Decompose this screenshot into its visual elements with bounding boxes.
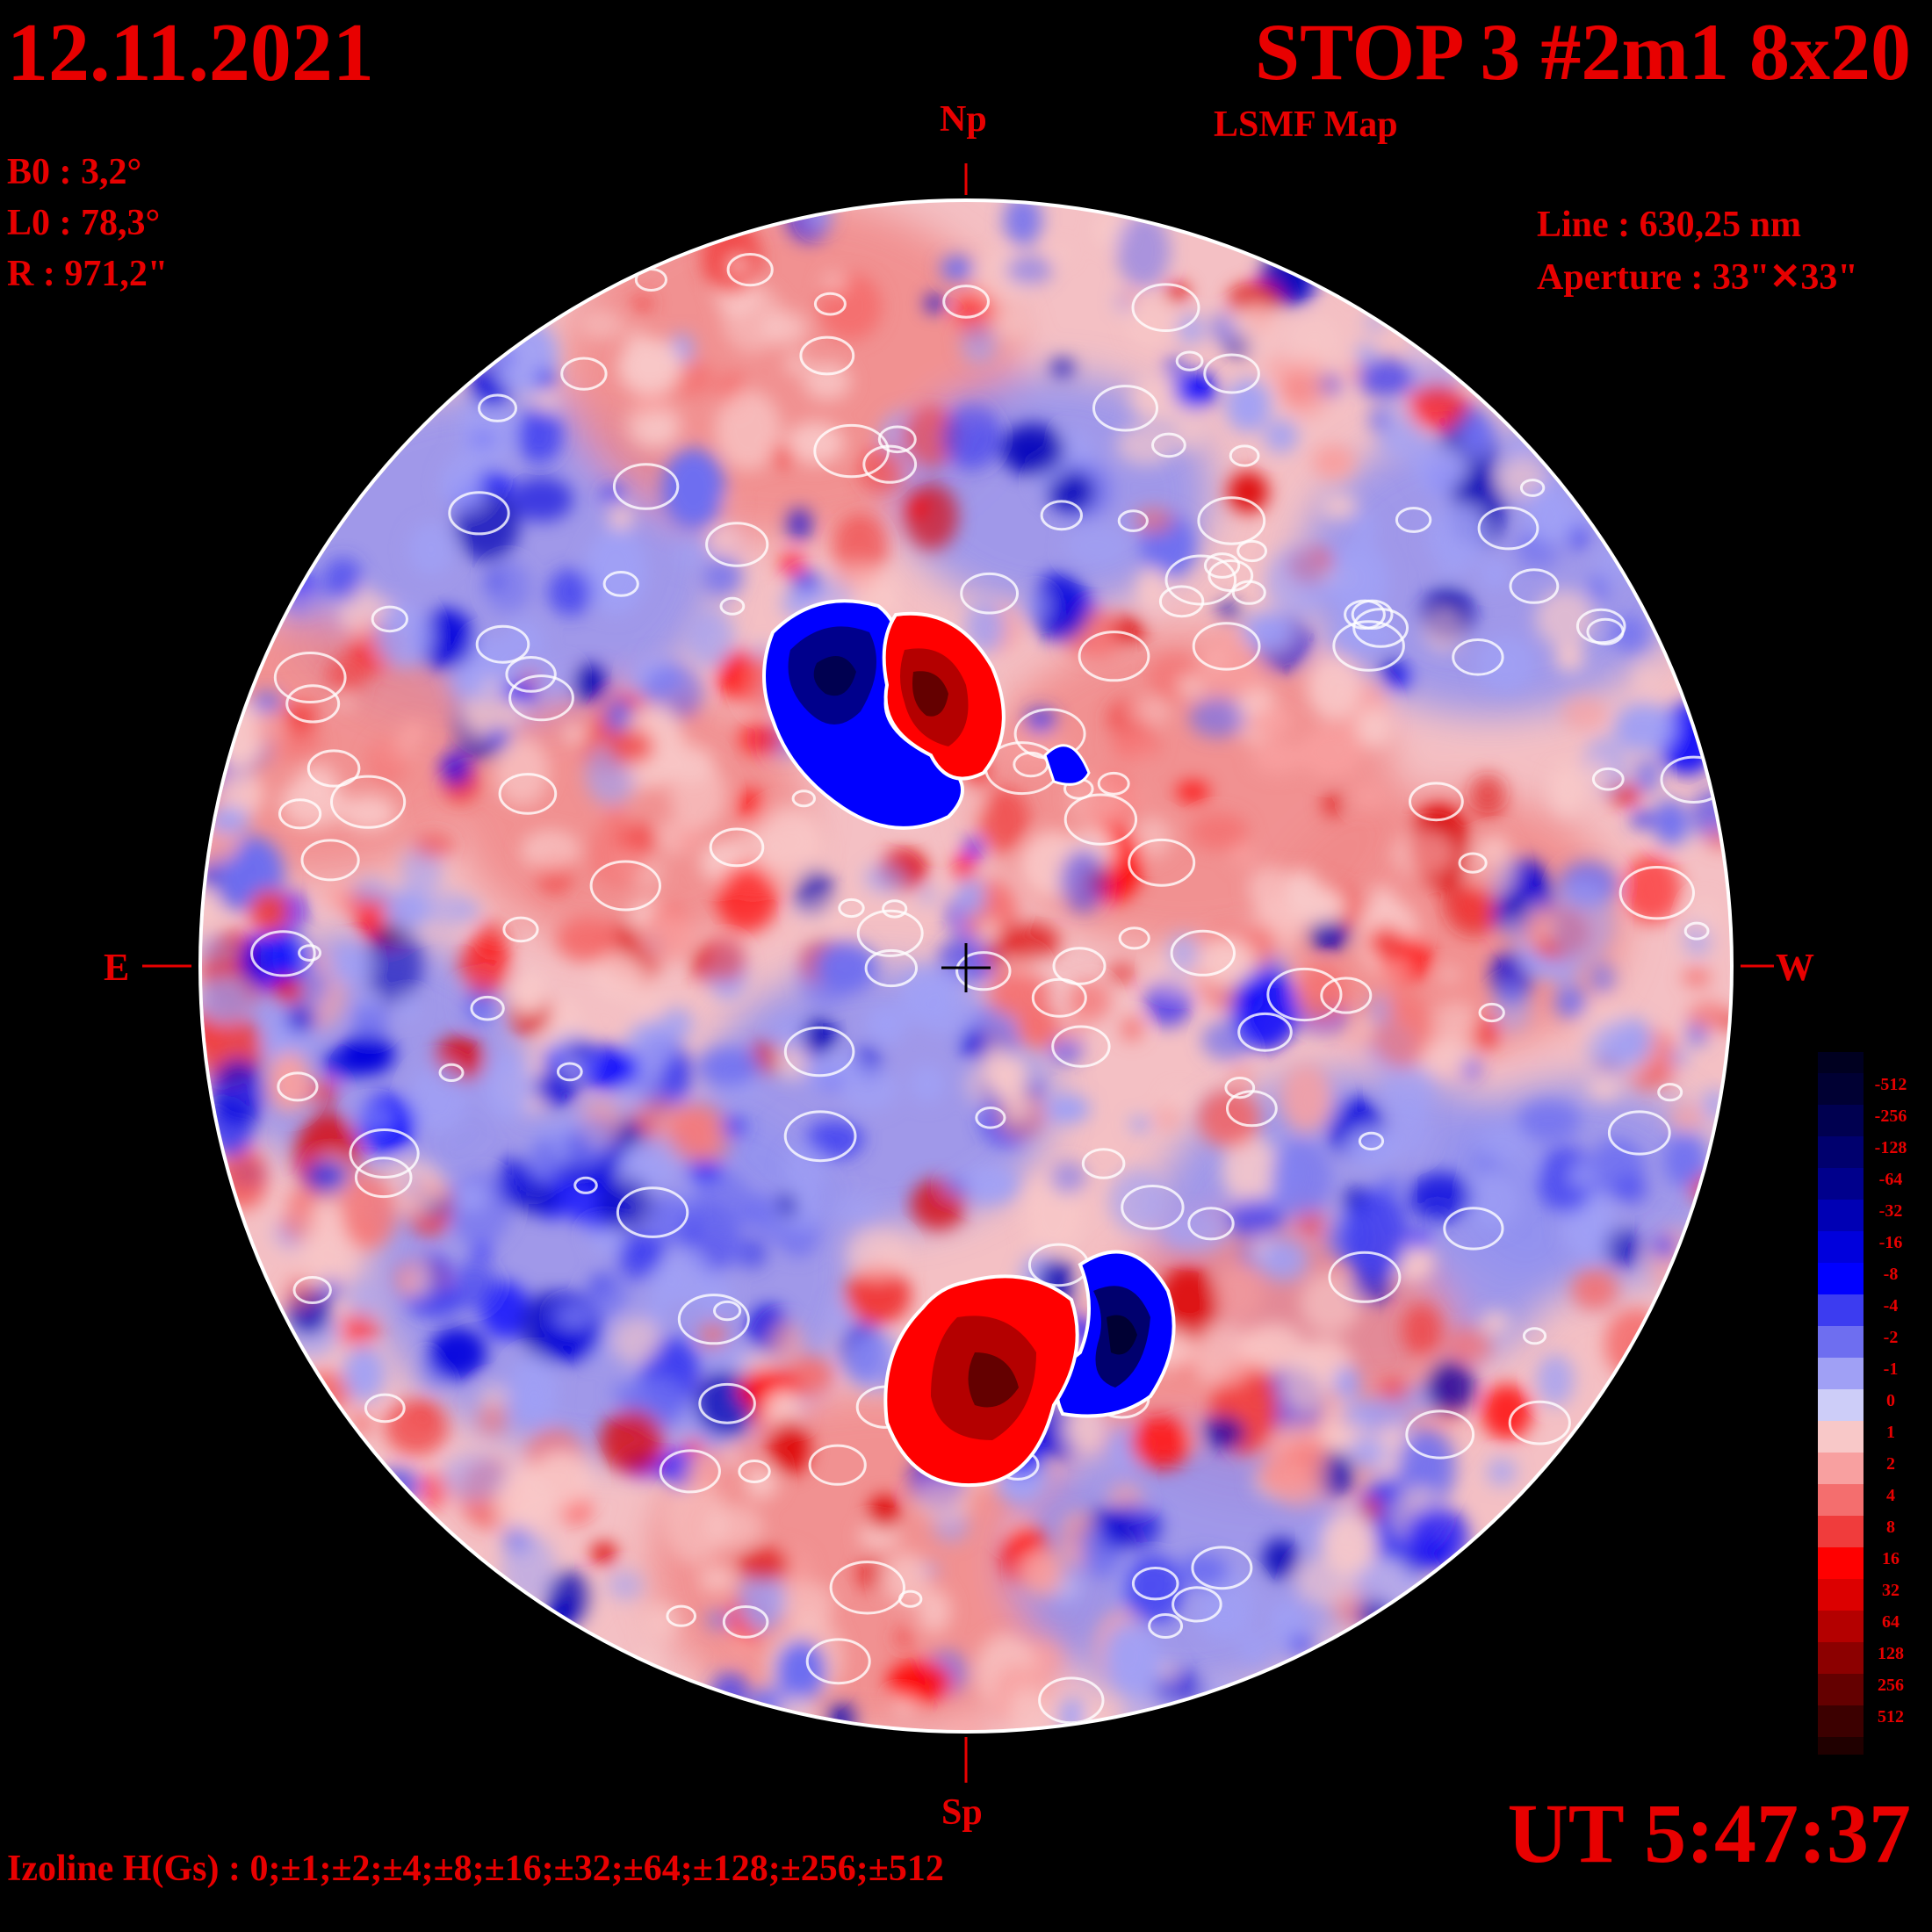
param-b0: B0 : 3,2° bbox=[7, 152, 142, 192]
colorbar-segment bbox=[1818, 1073, 1864, 1105]
colorbar-label: -32 bbox=[1878, 1201, 1903, 1221]
colorbar-segment bbox=[1818, 1611, 1864, 1642]
colorbar-segment bbox=[1818, 1358, 1864, 1389]
colorbar-label: -128 bbox=[1874, 1138, 1907, 1157]
colorbar-cap-bottom bbox=[1818, 1737, 1864, 1755]
map-title: STOP 3 #2m1 8x20 bbox=[1254, 7, 1911, 97]
colorbar-segment bbox=[1818, 1547, 1864, 1579]
colorbar-segment bbox=[1818, 1642, 1864, 1674]
colorbar-segment bbox=[1818, 1136, 1864, 1168]
param-radius: R : 971,2" bbox=[7, 254, 169, 294]
observation-date: 12.11.2021 bbox=[7, 7, 374, 98]
south-pole-label: Sp bbox=[941, 1792, 983, 1833]
colorbar-segment bbox=[1818, 1294, 1864, 1326]
colorbar-label: -4 bbox=[1883, 1296, 1899, 1316]
colorbar-label: 256 bbox=[1878, 1676, 1904, 1695]
colorbar-segment bbox=[1818, 1421, 1864, 1453]
active-region-south bbox=[883, 1250, 1176, 1488]
west-label: W bbox=[1776, 946, 1814, 989]
colorbar-label: 2 bbox=[1886, 1454, 1895, 1474]
colorbar-label: -2 bbox=[1883, 1328, 1899, 1347]
colorbar-label: -512 bbox=[1874, 1075, 1907, 1094]
colorbar-segment bbox=[1818, 1674, 1864, 1705]
param-l0: L0 : 78,3° bbox=[7, 203, 161, 243]
center-cross bbox=[941, 943, 991, 992]
colorbar-label: -1 bbox=[1883, 1359, 1899, 1379]
colorbar-label: 32 bbox=[1882, 1581, 1900, 1600]
north-pole-label: Np bbox=[940, 99, 987, 140]
colorbar-label: 512 bbox=[1878, 1707, 1904, 1727]
colorbar-label: 128 bbox=[1878, 1644, 1904, 1663]
magnetic-field-pattern bbox=[202, 202, 1730, 1730]
colorbar-segment bbox=[1818, 1516, 1864, 1547]
colorbar-segment bbox=[1818, 1263, 1864, 1294]
colorbar-segment bbox=[1818, 1200, 1864, 1231]
universal-time: UT 5:47:37 bbox=[1507, 1786, 1911, 1880]
colorbar-label: 4 bbox=[1886, 1486, 1895, 1505]
colorbar-segment bbox=[1818, 1453, 1864, 1484]
colorbar bbox=[1818, 1052, 1864, 1755]
spectral-line: Line : 630,25 nm bbox=[1537, 205, 1802, 245]
colorbar-label: -16 bbox=[1878, 1233, 1903, 1252]
east-label: E bbox=[104, 946, 130, 989]
colorbar-label: 1 bbox=[1886, 1423, 1895, 1442]
colorbar-segment bbox=[1818, 1326, 1864, 1358]
colorbar-segment bbox=[1818, 1579, 1864, 1611]
colorbar-label: 0 bbox=[1886, 1391, 1895, 1410]
colorbar-label: 64 bbox=[1882, 1612, 1900, 1632]
active-region-north bbox=[762, 599, 1091, 830]
colorbar-label: -256 bbox=[1874, 1107, 1907, 1126]
colorbar-label: 8 bbox=[1886, 1517, 1895, 1537]
colorbar-segment bbox=[1818, 1231, 1864, 1263]
colorbar-segment bbox=[1818, 1168, 1864, 1200]
colorbar-cap-top bbox=[1818, 1052, 1864, 1073]
colorbar-segment bbox=[1818, 1705, 1864, 1737]
colorbar-segment bbox=[1818, 1389, 1864, 1421]
colorbar-segment bbox=[1818, 1105, 1864, 1136]
colorbar-label: -8 bbox=[1883, 1265, 1899, 1284]
colorbar-label: 16 bbox=[1882, 1549, 1900, 1568]
colorbar-label: -64 bbox=[1878, 1170, 1903, 1189]
isoline-levels: Izoline H(Gs) : 0;±1;±2;±4;±8;±16;±32;±6… bbox=[7, 1849, 944, 1889]
colorbar-segment bbox=[1818, 1484, 1864, 1516]
aperture-size: Aperture : 33"✕33" bbox=[1537, 257, 1858, 298]
map-subtitle: LSMF Map bbox=[1214, 105, 1398, 145]
